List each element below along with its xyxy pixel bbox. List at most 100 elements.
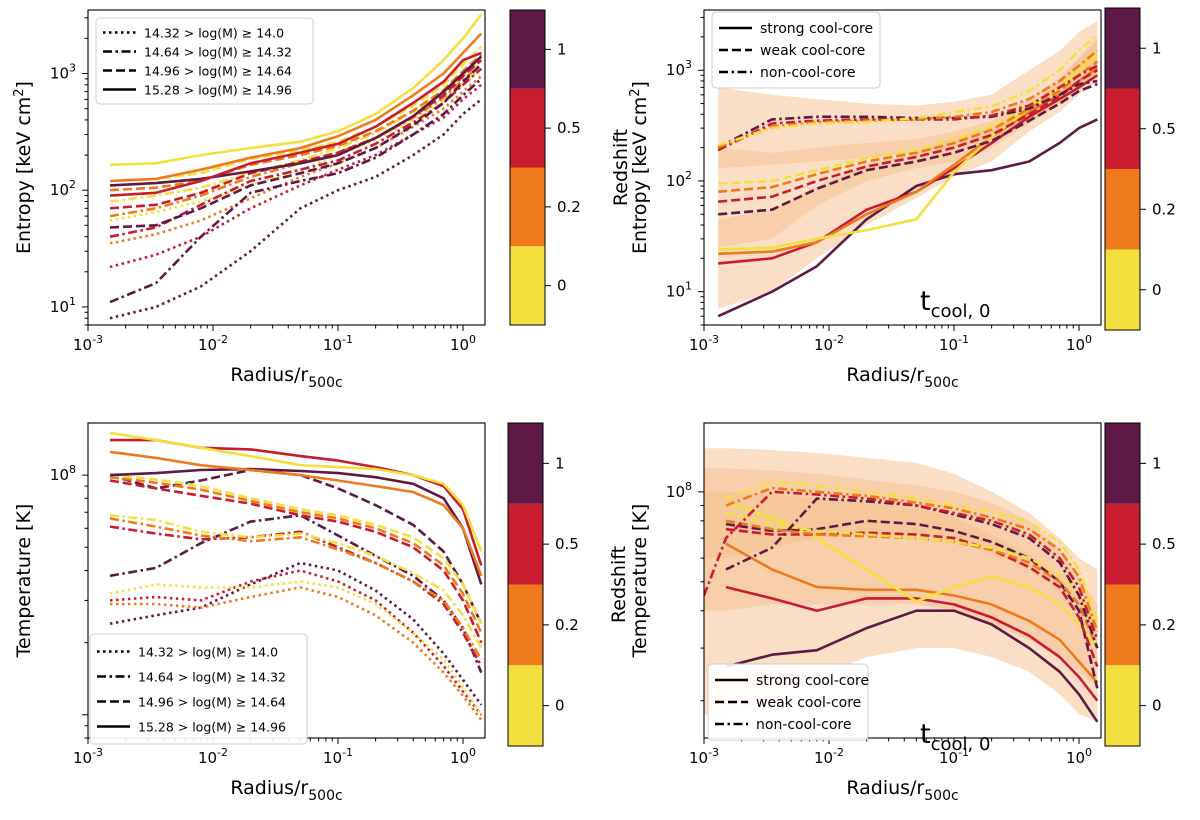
colorbar-segment-0: [1105, 665, 1140, 746]
series-line-1: [718, 74, 1099, 265]
colorbar-tick-label: 1: [1152, 454, 1162, 472]
colorbar-segment-1: [1105, 169, 1140, 250]
legend-box: [95, 17, 314, 105]
series-line-12: [109, 55, 483, 187]
series-line-0: [109, 561, 483, 706]
colorbar-segment-1: [510, 167, 545, 247]
series-line-12: [109, 467, 483, 585]
x-tick-label: 100: [450, 746, 476, 767]
series-line-7: [109, 514, 483, 649]
colorbar-segment-3: [508, 423, 543, 504]
series-line-11: [725, 480, 1099, 622]
series-line-10: [109, 475, 483, 634]
series-line-1: [109, 569, 483, 716]
legend-label: 14.96 > log(M) ≥ 14.64: [144, 64, 292, 79]
legend: 14.32 > log(M) ≥ 14.0 14.64 > log(M) ≥ 14…: [95, 17, 314, 105]
x-axis-label: Radius/r500c: [846, 777, 958, 804]
legend-label: weak cool-core: [756, 695, 861, 711]
colorbar-segment-2: [508, 503, 543, 585]
colorbar-tick-label: 0.5: [557, 119, 581, 137]
series-line-2: [110, 586, 483, 721]
x-tick-label: 10-1: [939, 746, 969, 767]
series-line-0: [725, 609, 1099, 723]
series-line-11: [109, 473, 483, 625]
colorbar-frame: [1104, 7, 1141, 331]
x-tick-label: 10-2: [814, 333, 844, 354]
colorbar-segment-0: [508, 665, 543, 746]
colorbar-tick-label: 0: [1152, 697, 1162, 715]
x-tick-label: 100: [1066, 746, 1092, 767]
legend-box: [89, 633, 308, 745]
colorbar-tick-label: 0: [557, 277, 567, 295]
series-line-6: [109, 517, 483, 661]
series-line-7: [718, 53, 1099, 185]
colorbar-tick-label: 0.5: [1152, 120, 1176, 138]
colorbar-label: Redshift: [610, 129, 632, 206]
x-tick-label: 10-3: [73, 333, 103, 354]
series-line-8: [109, 63, 483, 229]
colorbar-tick-label: 0.2: [555, 616, 579, 634]
x-tick-label: 10-3: [689, 333, 719, 354]
chart-panel-temperature_mass: 10-3 10-2 10-1 100 108 Radius/r500c Temperatur…: [13, 422, 630, 804]
series-line-5: [109, 525, 483, 667]
x-tick-label: 10-2: [198, 333, 228, 354]
legend-label: strong cool-core: [760, 21, 873, 37]
plot-area: [704, 448, 1099, 723]
legend: 14.32 > log(M) ≥ 14.0 14.64 > log(M) ≥ 14…: [89, 633, 308, 745]
colorbar-segment-1: [508, 584, 543, 666]
legend: strong cool-core weak cool-core non-cool-c…: [707, 663, 869, 741]
legend-box: [711, 11, 881, 89]
series-line-0: [109, 98, 483, 320]
series-line-7: [109, 59, 483, 203]
series-line-8: [717, 79, 1098, 149]
legend: strong cool-core weak cool-core non-cool-c…: [711, 11, 881, 89]
series-line-9: [704, 490, 1099, 641]
colorbar-segment-2: [1105, 503, 1140, 585]
colorbar-segment-3: [510, 10, 545, 89]
legend-label: 14.32 > log(M) ≥ 14.0: [138, 645, 278, 660]
colorbar-segment-1: [1105, 584, 1140, 666]
plot-area: [109, 13, 483, 320]
chart-panel-entropy_mass: 10-3 10-2 10-1 100 101 102 103 Radius/r500c Entr…: [12, 9, 632, 391]
legend-label: 15.28 > log(M) ≥ 14.96: [144, 83, 292, 98]
colorbar-segment-3: [1105, 423, 1140, 504]
colorbar-frame: [509, 9, 546, 326]
annotation-tcool: tcool, 0: [920, 719, 990, 755]
series-line-5: [725, 527, 1099, 668]
x-tick-label: 10-2: [814, 746, 844, 767]
series-line-6: [718, 60, 1099, 193]
series-line-3: [725, 501, 1099, 649]
series-line-4: [109, 77, 483, 304]
legend-label: strong cool-core: [756, 673, 869, 689]
colorbar-frame: [1104, 422, 1141, 747]
chart-panel-temperature_core: 10-3 10-2 10-1 100 108 Radius/r500c Temperatur…: [629, 422, 1176, 804]
y-tick-label: 101: [50, 295, 76, 316]
colorbar-segment-3: [1105, 8, 1140, 89]
colorbar-tick-label: 0.2: [1152, 200, 1176, 218]
series-line-6: [725, 519, 1099, 649]
series-line-4: [109, 514, 483, 674]
x-tick-label: 10-3: [689, 746, 719, 767]
colorbar-tick-label: 1: [1152, 39, 1162, 57]
series-line-10: [717, 49, 1099, 149]
chart-panel-entropy_core: 10-3 10-2 10-1 100 101 102 103 Radius/r500c Entr…: [628, 7, 1176, 391]
x-axis-label: Radius/r500c: [230, 777, 342, 804]
legend-label: 14.64 > log(M) ≥ 14.32: [144, 45, 292, 60]
colorbar-label: Redshift: [608, 546, 630, 623]
colorbar-tick-label: 0.5: [555, 535, 579, 553]
colorbar-tick-label: 1: [557, 40, 567, 58]
legend-box: [707, 663, 869, 741]
colorbar-tick-label: 0: [555, 697, 565, 715]
series-line-1: [725, 585, 1099, 702]
series-line-8: [109, 468, 483, 625]
series-line-11: [717, 33, 1099, 147]
y-axis-label: Temperature [K]: [629, 504, 651, 659]
plot-area: [717, 20, 1099, 318]
axes-frame: [87, 9, 486, 326]
colorbar-tick-label: 0.2: [1152, 616, 1176, 634]
series-line-15: [109, 13, 483, 167]
